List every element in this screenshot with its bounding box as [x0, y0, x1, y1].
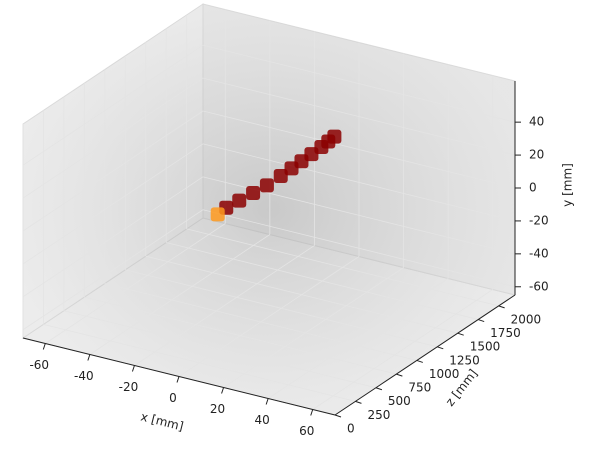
axes: -60 -40 -20 0 20 40 60 0 25050075010001250150017… — [22, 81, 549, 438]
grid-line — [22, 209, 204, 331]
x-tick-label: 40 — [255, 413, 270, 427]
grid — [22, 9, 516, 416]
x-tick — [131, 365, 135, 372]
grid-line — [43, 323, 356, 402]
z-tick — [478, 319, 485, 323]
z-tick — [437, 346, 444, 350]
y-tick-label: 0 — [529, 181, 537, 195]
grid-line — [89, 234, 271, 355]
y-tick-label: -60 — [529, 279, 549, 293]
grid-line — [202, 209, 516, 288]
grid-line — [104, 283, 417, 361]
x-tick-label: -20 — [119, 380, 139, 394]
x-tick-label: -60 — [29, 358, 49, 372]
z-tick — [355, 400, 362, 404]
grid-line — [22, 77, 204, 199]
grid-line — [22, 44, 204, 166]
grid-line — [202, 110, 516, 189]
z-tick-label: 750 — [408, 381, 431, 395]
z-tick-label: 1000 — [429, 367, 460, 381]
z-tick — [416, 359, 423, 363]
grid-line — [134, 245, 315, 366]
voxel — [210, 207, 225, 222]
voxel — [327, 129, 342, 144]
z-tick-label: 1750 — [490, 326, 521, 340]
grid-line — [22, 176, 204, 298]
voxel-cloud — [23, 4, 515, 415]
voxel — [259, 178, 274, 193]
y-tick-label: 20 — [529, 148, 544, 162]
grid-line — [166, 242, 479, 320]
x-tick — [310, 409, 314, 416]
x-tick-label: -40 — [74, 369, 94, 383]
y-tick-label: 40 — [529, 115, 544, 129]
x-tick — [265, 398, 269, 405]
marks — [210, 129, 342, 222]
z-tick-label: 250 — [367, 408, 390, 422]
grid-line — [202, 143, 516, 222]
x-tick-label: 0 — [169, 391, 177, 405]
grid-line — [312, 289, 493, 410]
y-tick-label: -40 — [529, 246, 549, 260]
x-tick — [87, 354, 91, 361]
z-tick-label: 1500 — [470, 340, 501, 354]
z-tick — [498, 305, 505, 309]
z-tick-label: 500 — [388, 394, 411, 408]
voxel — [246, 185, 261, 200]
grid-line — [45, 223, 226, 344]
grid-line — [125, 269, 438, 348]
grid-line — [145, 255, 458, 334]
x-tick — [221, 387, 225, 394]
panes — [21, 3, 517, 416]
grid-line — [186, 228, 499, 307]
y-axis-label: y [mm] — [561, 163, 575, 207]
voxel — [273, 169, 288, 184]
grid-line — [84, 296, 397, 375]
z-tick — [457, 332, 464, 336]
grid-line — [22, 143, 204, 265]
grid-line — [267, 278, 449, 399]
x-tick-label: 20 — [210, 402, 225, 416]
voxel — [232, 193, 247, 208]
z-axis-line — [334, 294, 516, 416]
grid-line — [202, 77, 516, 156]
x-tick — [176, 376, 180, 383]
grid-line — [223, 267, 404, 388]
z-tick-label: 0 — [347, 422, 355, 436]
grid-line — [63, 310, 377, 389]
z-tick — [396, 373, 403, 377]
y-tick-label: -20 — [529, 213, 549, 227]
x-tick — [42, 343, 46, 350]
x-axis-label: x [mm] — [139, 409, 185, 433]
z-tick-label: 1250 — [449, 353, 480, 367]
z-tick-label: 2000 — [511, 312, 542, 326]
grid-line — [202, 44, 516, 123]
z-tick — [375, 387, 383, 391]
x-tick-label: 60 — [299, 424, 314, 438]
z-tick — [334, 414, 342, 418]
grid-line — [178, 256, 360, 377]
grid-line — [22, 110, 204, 232]
